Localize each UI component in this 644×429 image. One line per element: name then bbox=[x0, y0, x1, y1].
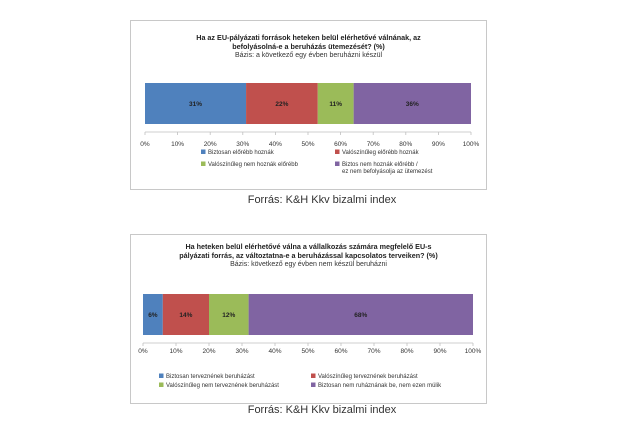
bar-segment bbox=[162, 294, 209, 335]
x-tick-label: 100% bbox=[465, 348, 482, 355]
x-tick-label: 10% bbox=[171, 141, 184, 148]
chart-title-line2: pályázati forrás, az változtatna-e a ber… bbox=[179, 251, 438, 260]
chart-panel-1: Ha az EU-pályázati források heteken belü… bbox=[130, 20, 487, 190]
x-tick-label: 40% bbox=[269, 141, 282, 148]
chart-subtitle: Bázis: a következő egy évben beruházni k… bbox=[234, 52, 383, 59]
chart-panel-2: Ha heteken belül elérhetővé válna a váll… bbox=[130, 234, 487, 404]
legend-label: Biztosan előrébb hoznák bbox=[208, 150, 275, 156]
x-tick-label: 20% bbox=[202, 348, 215, 355]
chart-plot-2: 0% 10% 20% 30% 40% 50% 60% 70% 80% 90% 100% 6% 14% 12… bbox=[138, 294, 482, 389]
data-label: 12% bbox=[222, 312, 235, 319]
data-label: 14% bbox=[179, 312, 192, 319]
legend-label: Biztos nem hoznák előrébb / ez nem befoly… bbox=[342, 162, 433, 175]
x-tick-label: 10% bbox=[169, 348, 182, 355]
x-tick-label: 0% bbox=[138, 348, 148, 355]
bar-segment bbox=[145, 83, 247, 124]
x-tick-label: 70% bbox=[367, 348, 380, 355]
bar-segment bbox=[246, 83, 318, 124]
x-tick-label: 0% bbox=[140, 141, 150, 148]
x-tick-label: 70% bbox=[367, 141, 380, 148]
legend-label: Biztosan terveznének beruházást bbox=[166, 374, 255, 380]
legend-swatch bbox=[201, 161, 206, 166]
data-label: 11% bbox=[329, 101, 342, 108]
source-caption-1: Forrás: K&H Kkv bizalmi index bbox=[247, 194, 397, 206]
bar-segment bbox=[209, 294, 249, 335]
x-tick-label: 20% bbox=[204, 141, 217, 148]
bar-segment bbox=[353, 83, 471, 124]
x-tick-label: 90% bbox=[433, 348, 446, 355]
legend-label: Valószínűleg előrébb hoznák bbox=[342, 150, 420, 156]
x-tick-label: 80% bbox=[399, 141, 412, 148]
x-tick-label: 100% bbox=[463, 141, 480, 148]
x-tick-label: 30% bbox=[235, 348, 248, 355]
chart-title-line1: Ha az EU-pályázati források heteken belü… bbox=[196, 33, 421, 42]
legend-label: Valószínűleg nem terveznének beruházást bbox=[166, 383, 279, 389]
x-tick-label: 60% bbox=[334, 348, 347, 355]
bar-segment bbox=[143, 294, 163, 335]
x-tick-label: 40% bbox=[268, 348, 281, 355]
x-tick-label: 80% bbox=[400, 348, 413, 355]
data-label: 22% bbox=[275, 101, 288, 108]
legend-label: Valószínűleg terveznének beruházást bbox=[318, 374, 418, 380]
bar-segment bbox=[248, 294, 473, 335]
data-label: 31% bbox=[189, 101, 202, 108]
legend-swatch bbox=[311, 382, 316, 387]
x-tick-label: 50% bbox=[301, 348, 314, 355]
chart-title-line1: Ha heteken belül elérhetővé válna a váll… bbox=[185, 242, 432, 251]
data-label: 36% bbox=[406, 101, 419, 108]
x-tick-label: 90% bbox=[432, 141, 445, 148]
legend-swatch bbox=[159, 382, 164, 387]
legend-swatch bbox=[335, 161, 340, 166]
legend-swatch bbox=[201, 149, 206, 154]
data-label: 68% bbox=[354, 312, 367, 319]
legend-swatch bbox=[335, 149, 340, 154]
legend-swatch bbox=[159, 373, 164, 378]
chart-subtitle: Bázis: következő egy évben nem készül be… bbox=[230, 261, 387, 268]
legend-swatch bbox=[311, 373, 316, 378]
legend-label: Biztosan nem ruháznának be, nem ezen múl… bbox=[318, 383, 442, 389]
x-tick-label: 50% bbox=[301, 141, 314, 148]
data-label: 6% bbox=[148, 312, 158, 319]
source-caption-2: Forrás: K&H Kkv bizalmi index bbox=[247, 404, 397, 416]
chart-plot-1: 0% 10% 20% 30% 40% 50% 60% 70% 80% 90% 100% 31% 22% 1… bbox=[140, 83, 480, 175]
legend-label: Valószínűleg nem hoznák előrébb bbox=[208, 162, 299, 168]
x-tick-label: 60% bbox=[334, 141, 347, 148]
x-tick-label: 30% bbox=[236, 141, 249, 148]
bar-segment bbox=[317, 83, 354, 124]
chart-title-line2: befolyásolná-e a beruházás ütemezését? (… bbox=[232, 42, 385, 51]
